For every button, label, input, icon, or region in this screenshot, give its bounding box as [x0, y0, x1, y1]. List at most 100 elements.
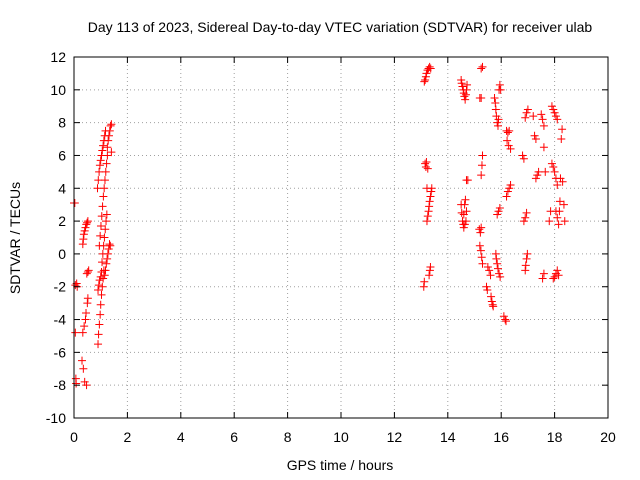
data-point [426, 263, 435, 272]
data-point [421, 159, 430, 168]
y-tick-label: 2 [58, 213, 66, 229]
data-point [475, 225, 484, 234]
data-point [486, 271, 495, 280]
data-point [534, 167, 543, 176]
y-tick-label: -6 [54, 344, 67, 360]
data-point [425, 266, 434, 275]
y-tick-label: 12 [50, 49, 66, 65]
data-point [485, 266, 494, 275]
data-point [522, 208, 531, 217]
data-point [495, 203, 504, 212]
data-point [427, 187, 436, 196]
data-point [463, 80, 472, 89]
data-point [80, 377, 89, 386]
data-point [102, 259, 111, 268]
data-point [503, 187, 512, 196]
data-point [97, 267, 106, 276]
data-point [521, 266, 530, 275]
data-point [502, 192, 511, 201]
data-point [70, 199, 79, 208]
y-tick-label: 0 [58, 246, 66, 262]
data-point [551, 112, 560, 121]
data-point [425, 197, 434, 206]
data-point [530, 131, 539, 140]
data-point [493, 121, 502, 130]
data-point [421, 72, 430, 81]
data-point [550, 167, 559, 176]
data-point [101, 266, 110, 275]
data-point [502, 317, 511, 326]
data-point [94, 176, 103, 185]
data-point [101, 225, 110, 234]
data-point [493, 264, 502, 273]
data-point [545, 217, 554, 226]
data-point [555, 197, 564, 206]
x-tick-label: 6 [230, 429, 238, 445]
data-point [98, 282, 107, 291]
data-point [559, 200, 568, 209]
data-point [483, 286, 492, 295]
data-point [95, 161, 104, 170]
data-point [423, 212, 432, 221]
data-point [425, 62, 434, 71]
data-point [493, 210, 502, 219]
data-point [506, 180, 515, 189]
y-tick-label: 8 [58, 115, 66, 131]
data-point [80, 322, 89, 331]
y-tick-label: 6 [58, 147, 66, 163]
data-point [72, 379, 81, 388]
data-point [94, 330, 103, 339]
data-point [557, 135, 566, 144]
data-point [494, 207, 503, 216]
data-point [96, 231, 105, 240]
data-point [547, 102, 556, 111]
data-point [83, 218, 92, 227]
data-point [539, 143, 548, 152]
data-point [491, 98, 500, 107]
data-point [82, 269, 91, 278]
data-point [477, 171, 486, 180]
data-point [94, 286, 103, 295]
data-point [427, 184, 436, 193]
data-point [100, 184, 109, 193]
chart-title: Day 113 of 2023, Sidereal Day-to-day VTE… [88, 19, 593, 35]
data-point [522, 254, 531, 263]
data-point [101, 167, 110, 176]
data-point [95, 276, 104, 285]
data-point [538, 115, 547, 124]
data-point [489, 302, 498, 311]
data-point [83, 217, 92, 226]
data-point [491, 249, 500, 258]
data-point [104, 244, 113, 253]
data-point [461, 195, 470, 204]
data-point [490, 94, 499, 103]
data-point [460, 220, 469, 229]
data-point [79, 230, 88, 239]
data-point [100, 176, 109, 185]
data-point [106, 241, 115, 250]
data-point [96, 272, 105, 281]
data-point [96, 222, 105, 231]
data-point [94, 340, 103, 349]
data-point [494, 115, 503, 124]
data-point [477, 223, 486, 232]
data-point [462, 207, 471, 216]
x-tick-label: 14 [440, 429, 456, 445]
data-point [82, 381, 91, 390]
x-tick-label: 10 [333, 429, 349, 445]
data-point [82, 220, 91, 229]
y-tick-label: -2 [54, 279, 67, 295]
data-point [422, 69, 431, 78]
data-point [495, 80, 504, 89]
data-point [556, 174, 565, 183]
data-point [529, 112, 538, 121]
data-point [99, 241, 108, 250]
data-point [420, 277, 429, 286]
data-point [492, 254, 501, 263]
y-tick-label: 4 [58, 180, 66, 196]
data-point [79, 235, 88, 244]
data-point [83, 267, 92, 276]
data-point [422, 158, 431, 167]
y-axis-label: SDTVAR / TECUs [7, 182, 23, 294]
